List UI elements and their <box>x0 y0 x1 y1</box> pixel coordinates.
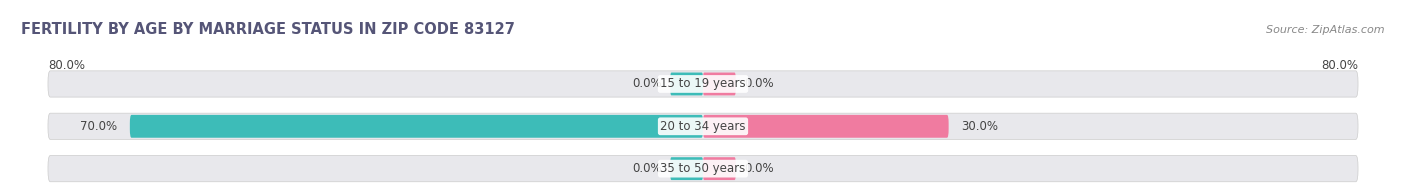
Text: FERTILITY BY AGE BY MARRIAGE STATUS IN ZIP CODE 83127: FERTILITY BY AGE BY MARRIAGE STATUS IN Z… <box>21 22 515 37</box>
Text: 80.0%: 80.0% <box>1322 59 1358 72</box>
Text: 0.0%: 0.0% <box>744 162 773 175</box>
FancyBboxPatch shape <box>48 155 1358 182</box>
Text: 80.0%: 80.0% <box>48 59 84 72</box>
Text: 0.0%: 0.0% <box>633 77 662 91</box>
FancyBboxPatch shape <box>48 113 1358 139</box>
FancyBboxPatch shape <box>703 73 735 95</box>
FancyBboxPatch shape <box>671 73 703 95</box>
Text: 35 to 50 years: 35 to 50 years <box>661 162 745 175</box>
FancyBboxPatch shape <box>671 157 703 180</box>
Text: 0.0%: 0.0% <box>633 162 662 175</box>
Text: Source: ZipAtlas.com: Source: ZipAtlas.com <box>1267 24 1385 34</box>
FancyBboxPatch shape <box>703 157 735 180</box>
FancyBboxPatch shape <box>48 71 1358 97</box>
Text: 20 to 34 years: 20 to 34 years <box>661 120 745 133</box>
Text: 0.0%: 0.0% <box>744 77 773 91</box>
FancyBboxPatch shape <box>703 115 949 138</box>
Text: 15 to 19 years: 15 to 19 years <box>661 77 745 91</box>
FancyBboxPatch shape <box>129 115 703 138</box>
Text: 30.0%: 30.0% <box>960 120 998 133</box>
Text: 70.0%: 70.0% <box>80 120 118 133</box>
